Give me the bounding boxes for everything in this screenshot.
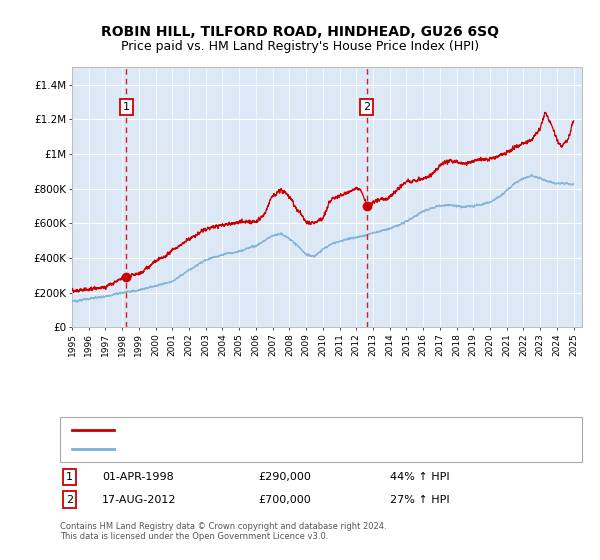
Text: Price paid vs. HM Land Registry's House Price Index (HPI): Price paid vs. HM Land Registry's House … (121, 40, 479, 53)
Text: 44% ↑ HPI: 44% ↑ HPI (390, 472, 449, 482)
Text: ROBIN HILL, TILFORD ROAD, HINDHEAD, GU26 6SQ: ROBIN HILL, TILFORD ROAD, HINDHEAD, GU26… (101, 25, 499, 39)
Text: £700,000: £700,000 (258, 494, 311, 505)
Text: 2: 2 (66, 494, 73, 505)
Text: ROBIN HILL, TILFORD ROAD, HINDHEAD, GU26 6SQ (detached house): ROBIN HILL, TILFORD ROAD, HINDHEAD, GU26… (123, 424, 464, 435)
Text: 1: 1 (66, 472, 73, 482)
Text: 27% ↑ HPI: 27% ↑ HPI (390, 494, 449, 505)
Text: 17-AUG-2012: 17-AUG-2012 (102, 494, 176, 505)
Text: 2: 2 (363, 102, 370, 112)
Text: 01-APR-1998: 01-APR-1998 (102, 472, 174, 482)
Text: Contains HM Land Registry data © Crown copyright and database right 2024.
This d: Contains HM Land Registry data © Crown c… (60, 522, 386, 542)
Text: £290,000: £290,000 (258, 472, 311, 482)
Text: 1: 1 (123, 102, 130, 112)
Text: HPI: Average price, detached house, Waverley: HPI: Average price, detached house, Wave… (123, 445, 349, 455)
